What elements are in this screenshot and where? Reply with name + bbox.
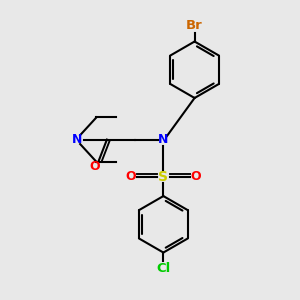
Text: O: O <box>125 170 136 183</box>
Text: O: O <box>90 160 100 173</box>
Text: O: O <box>191 170 201 183</box>
Text: N: N <box>158 133 169 146</box>
Text: N: N <box>72 133 83 146</box>
Text: S: S <box>158 170 168 184</box>
Text: Br: Br <box>186 19 203 32</box>
Text: Cl: Cl <box>156 262 170 275</box>
